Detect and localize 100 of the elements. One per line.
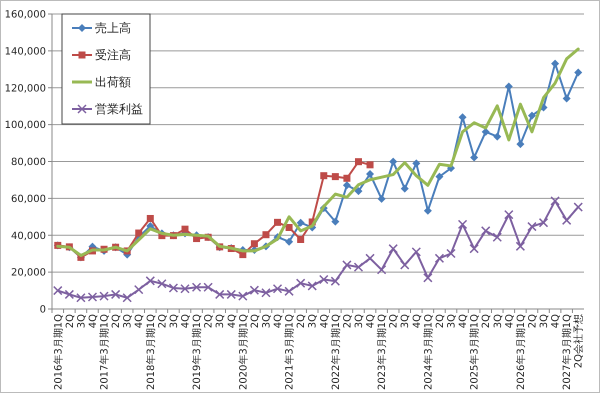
x-tick-label: 2018年3月期1Q [144, 314, 157, 390]
point [146, 214, 154, 222]
x-tick-label: 4Q [273, 314, 284, 328]
point [389, 158, 398, 166]
x-tick-label: 3Q [354, 314, 365, 328]
x-tick-label: 2Q [111, 314, 122, 328]
y-tick-label: 40,000 [11, 230, 46, 242]
x-tick-label: 3Q [400, 314, 412, 328]
point [192, 282, 202, 292]
x-tick-label: 2027年3月期1Q [561, 314, 574, 390]
point [550, 196, 560, 206]
point [319, 274, 329, 284]
x-tick-label: 2020年3月期1Q [237, 314, 250, 390]
x-tick-label: 4Q [180, 314, 192, 328]
point [250, 285, 260, 295]
point [342, 260, 352, 270]
point [214, 290, 224, 300]
point [297, 236, 304, 243]
x-tick-label: 2Q会社予想 [572, 314, 585, 368]
x-tick-label: 2Q [388, 314, 400, 328]
point [354, 158, 362, 166]
point [157, 278, 167, 288]
x-tick-label: 3Q [308, 314, 319, 328]
x-tick-label: 3Q [168, 314, 180, 328]
x-tick-label: 2025年3月期1Q [468, 314, 481, 390]
point [284, 286, 294, 296]
x-tick-label: 4Q [319, 314, 330, 328]
point [76, 293, 86, 303]
y-tick-label: 100,000 [4, 120, 46, 132]
point [274, 218, 282, 226]
point [562, 216, 572, 226]
y-tick-label: 120,000 [4, 83, 46, 94]
point [538, 218, 548, 228]
point [516, 140, 524, 148]
x-tick-label: 4Q [226, 314, 238, 328]
x-tick-label: 3Q [446, 314, 458, 328]
legend-label: 出荷額 [95, 75, 131, 90]
x-tick-label: 2Q [527, 314, 538, 328]
point [342, 181, 351, 190]
point [354, 187, 362, 196]
x-tick-label: 4Q [458, 314, 470, 328]
x-tick-label: 2Q [64, 314, 76, 328]
point [331, 218, 340, 226]
point [424, 206, 432, 215]
point [412, 247, 422, 257]
legend-label: 売上高 [95, 21, 131, 36]
x-tick-label: 2026年3月期1Q [514, 314, 527, 390]
point [88, 292, 98, 302]
point [376, 264, 386, 274]
point [365, 254, 375, 264]
point [480, 226, 490, 236]
point [434, 254, 444, 264]
y-tick-label: 140,000 [4, 46, 46, 58]
point [332, 173, 339, 180]
point [458, 220, 468, 230]
x-tick-label: 3Q [261, 314, 272, 328]
point [446, 248, 456, 258]
point [551, 60, 560, 68]
point [262, 231, 270, 238]
point [146, 276, 156, 286]
point [261, 288, 271, 298]
point [99, 291, 109, 301]
point [226, 290, 236, 300]
point [286, 224, 293, 232]
point [516, 242, 526, 252]
point [562, 94, 571, 102]
point [412, 159, 420, 168]
point [203, 282, 213, 292]
x-tick-label: 2021年3月期1Q [284, 314, 296, 390]
point [504, 82, 513, 90]
x-tick-label: 2Q [434, 314, 446, 328]
point [168, 283, 178, 293]
point [135, 230, 142, 237]
x-tick-label: 3Q [76, 314, 88, 328]
point [400, 260, 410, 270]
x-tick-label: 4Q [134, 314, 146, 328]
point [180, 284, 190, 294]
x-tick-label: 2023年3月期1Q [376, 314, 388, 390]
x-tick-label: 4Q [550, 314, 562, 328]
point [504, 210, 514, 220]
point [64, 290, 74, 300]
point [400, 184, 409, 193]
x-tick-label: 2Q [250, 314, 261, 328]
x-tick-label: 2Q [342, 314, 354, 328]
x-tick-label: 2Q [296, 314, 308, 328]
point [296, 218, 305, 227]
x-tick-label: 4Q [366, 314, 377, 328]
point [435, 172, 444, 181]
point [388, 244, 398, 254]
point [470, 153, 478, 162]
x-tick-label: 2019年3月期1Q [191, 314, 204, 390]
point [343, 174, 350, 182]
point [366, 161, 374, 168]
point [573, 202, 583, 212]
point [320, 172, 328, 180]
point [134, 284, 144, 294]
x-tick-label: 2016年3月期1Q [52, 314, 64, 390]
point [528, 112, 536, 120]
point [423, 273, 433, 283]
point [330, 276, 340, 286]
